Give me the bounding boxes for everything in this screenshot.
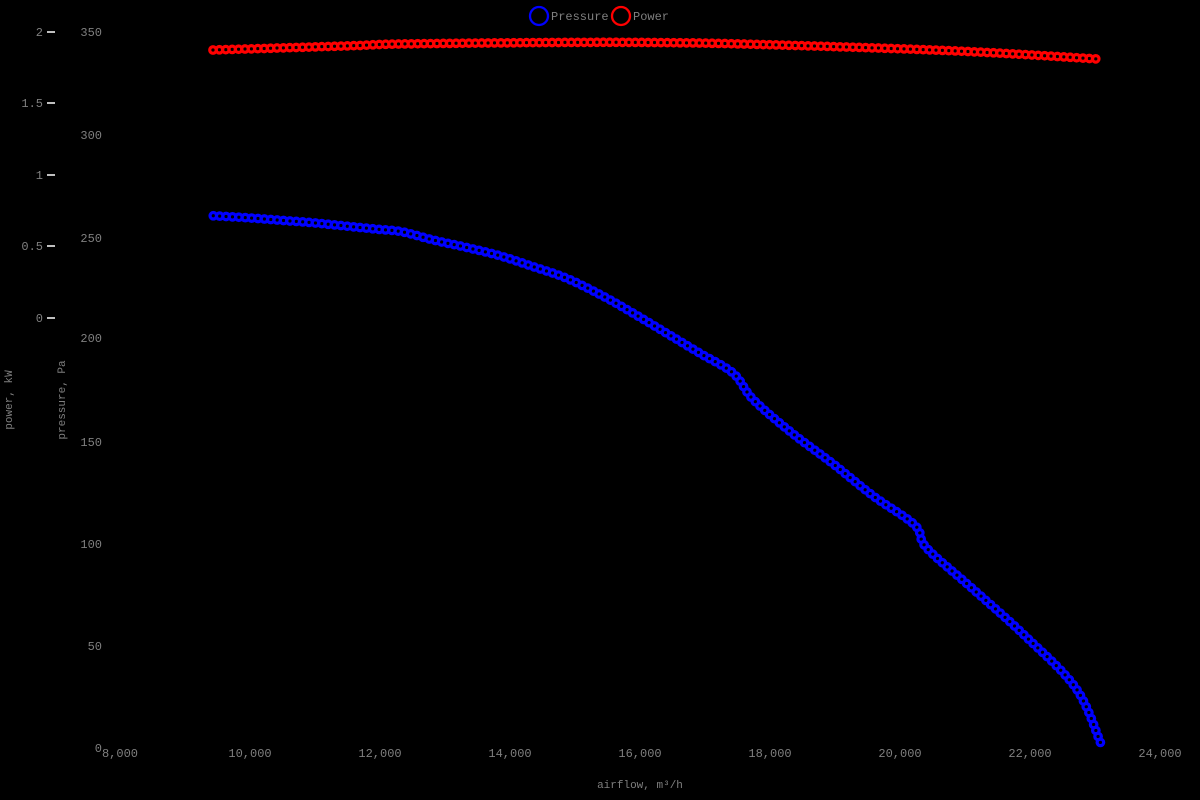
svg-text:350: 350 xyxy=(80,26,102,40)
svg-text:16,000: 16,000 xyxy=(618,747,661,761)
svg-text:50: 50 xyxy=(88,640,102,654)
svg-text:24,000: 24,000 xyxy=(1138,747,1181,761)
svg-text:14,000: 14,000 xyxy=(488,747,531,761)
svg-text:Power: Power xyxy=(633,10,669,24)
svg-text:1: 1 xyxy=(36,169,43,183)
svg-text:2: 2 xyxy=(36,26,43,40)
svg-text:0.5: 0.5 xyxy=(21,240,43,254)
svg-text:250: 250 xyxy=(80,232,102,246)
svg-text:1.5: 1.5 xyxy=(21,97,43,111)
svg-text:18,000: 18,000 xyxy=(748,747,791,761)
svg-text:8,000: 8,000 xyxy=(102,747,138,761)
svg-text:0: 0 xyxy=(36,312,43,326)
svg-text:Pressure: Pressure xyxy=(551,10,609,24)
svg-text:200: 200 xyxy=(80,332,102,346)
svg-text:0: 0 xyxy=(95,742,102,756)
svg-text:12,000: 12,000 xyxy=(358,747,401,761)
svg-text:22,000: 22,000 xyxy=(1008,747,1051,761)
svg-text:150: 150 xyxy=(80,436,102,450)
svg-text:300: 300 xyxy=(80,129,102,143)
svg-text:20,000: 20,000 xyxy=(878,747,921,761)
svg-text:airflow, m³/h: airflow, m³/h xyxy=(597,780,683,792)
svg-text:10,000: 10,000 xyxy=(228,747,271,761)
svg-text:power, kW: power, kW xyxy=(4,370,16,430)
svg-text:pressure, Pa: pressure, Pa xyxy=(57,360,69,440)
svg-text:100: 100 xyxy=(80,538,102,552)
